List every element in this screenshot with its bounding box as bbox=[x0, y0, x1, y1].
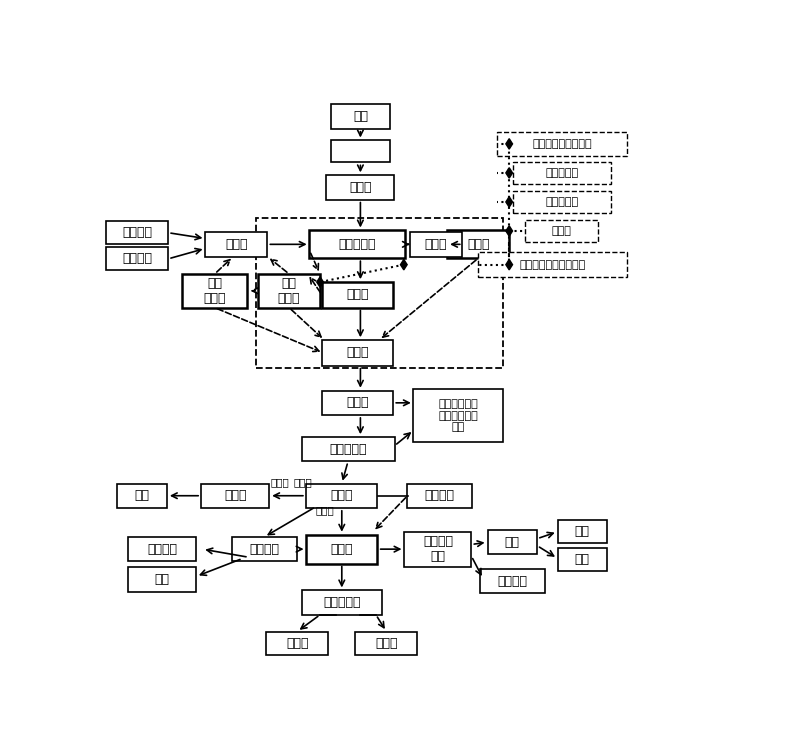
Bar bbox=[302, 437, 394, 461]
Text: 筛下物: 筛下物 bbox=[294, 477, 313, 488]
Polygon shape bbox=[506, 225, 513, 236]
Polygon shape bbox=[506, 197, 513, 207]
Bar bbox=[306, 535, 378, 564]
Text: 焚烧炉: 焚烧炉 bbox=[330, 543, 353, 556]
Text: 肥料: 肥料 bbox=[134, 489, 150, 502]
Polygon shape bbox=[506, 167, 513, 178]
Text: 填埋: 填埋 bbox=[154, 573, 170, 586]
Text: 热解液: 热解液 bbox=[425, 238, 447, 251]
Bar bbox=[306, 483, 378, 508]
Text: 电上网: 电上网 bbox=[375, 636, 398, 650]
Bar bbox=[407, 483, 472, 508]
Bar bbox=[405, 532, 471, 566]
Bar bbox=[513, 162, 611, 184]
Text: 尾气排放: 尾气排放 bbox=[498, 575, 527, 587]
Bar bbox=[331, 104, 390, 129]
Bar bbox=[447, 231, 509, 259]
Text: 填埋: 填埋 bbox=[575, 553, 590, 566]
Text: 建材: 建材 bbox=[575, 526, 590, 538]
Text: 筛上物: 筛上物 bbox=[316, 505, 334, 515]
Text: 焚烧灰渣: 焚烧灰渣 bbox=[250, 543, 279, 556]
Bar bbox=[302, 590, 382, 615]
Text: 铁、铜、铝、
锌、不锈钢、
电池: 铁、铜、铝、 锌、不锈钢、 电池 bbox=[438, 399, 478, 432]
Text: 闪蒸器: 闪蒸器 bbox=[346, 288, 369, 302]
Text: 筛下物: 筛下物 bbox=[270, 477, 289, 488]
Bar bbox=[106, 247, 168, 271]
Bar bbox=[526, 220, 598, 242]
Polygon shape bbox=[401, 259, 407, 270]
Bar bbox=[201, 483, 270, 508]
Polygon shape bbox=[506, 259, 513, 270]
Text: 环保制品: 环保制品 bbox=[147, 543, 177, 556]
Text: 干燥机: 干燥机 bbox=[346, 346, 369, 360]
Text: 热解反应器: 热解反应器 bbox=[338, 238, 376, 251]
Bar bbox=[414, 390, 503, 442]
Text: 处理后循环利用或排放: 处理后循环利用或排放 bbox=[519, 259, 586, 270]
Bar bbox=[232, 537, 297, 561]
Bar bbox=[128, 537, 196, 561]
Text: 筛分机: 筛分机 bbox=[330, 489, 353, 502]
Text: 垃圾: 垃圾 bbox=[353, 110, 368, 123]
Bar bbox=[118, 483, 167, 508]
Bar bbox=[480, 569, 545, 593]
Text: 太阳能集: 太阳能集 bbox=[122, 253, 152, 265]
Text: 锅炉余热: 锅炉余热 bbox=[425, 489, 454, 502]
Bar bbox=[331, 140, 390, 162]
Text: 喷入焚烧炉、热解炉: 喷入焚烧炉、热解炉 bbox=[532, 139, 592, 149]
Bar bbox=[487, 530, 537, 554]
Bar bbox=[322, 282, 393, 308]
Bar bbox=[256, 218, 503, 368]
Text: 蒸汽发电机: 蒸汽发电机 bbox=[323, 596, 361, 609]
Bar bbox=[128, 567, 196, 592]
Bar bbox=[558, 548, 607, 572]
Bar bbox=[478, 253, 627, 277]
Bar bbox=[266, 632, 328, 654]
Text: 蒸发器: 蒸发器 bbox=[467, 238, 490, 251]
Text: 飞灰: 飞灰 bbox=[505, 535, 520, 549]
Bar bbox=[206, 232, 267, 256]
Bar bbox=[355, 632, 418, 654]
Text: 粉碎机: 粉碎机 bbox=[224, 489, 246, 502]
Bar bbox=[410, 232, 462, 256]
Bar bbox=[497, 132, 627, 155]
Bar bbox=[182, 274, 247, 308]
Bar bbox=[322, 340, 393, 366]
Polygon shape bbox=[317, 277, 323, 287]
Text: 尾气处理
装置: 尾气处理 装置 bbox=[423, 535, 453, 563]
Text: 水蒸气: 水蒸气 bbox=[225, 238, 248, 251]
Text: 灰渣冷却水: 灰渣冷却水 bbox=[546, 168, 578, 178]
Text: 电自用: 电自用 bbox=[286, 636, 309, 650]
Bar bbox=[322, 391, 393, 415]
Text: 人孔筛: 人孔筛 bbox=[349, 181, 372, 194]
Text: 蒸气
贮存器: 蒸气 贮存器 bbox=[203, 277, 226, 305]
Polygon shape bbox=[506, 139, 513, 149]
Text: 磁分机: 磁分机 bbox=[346, 397, 369, 409]
Bar bbox=[513, 191, 611, 213]
Text: 制肥造粒水: 制肥造粒水 bbox=[546, 197, 578, 207]
Bar bbox=[326, 175, 394, 200]
Bar bbox=[558, 520, 607, 544]
Text: 水气
分离器: 水气 分离器 bbox=[278, 277, 300, 305]
Bar bbox=[106, 221, 168, 244]
Text: 金属分离机: 金属分离机 bbox=[330, 443, 366, 455]
Bar bbox=[310, 231, 406, 259]
Text: 辅助锅炉: 辅助锅炉 bbox=[122, 226, 152, 239]
Bar bbox=[258, 274, 320, 308]
Text: 液体肥: 液体肥 bbox=[552, 226, 572, 236]
